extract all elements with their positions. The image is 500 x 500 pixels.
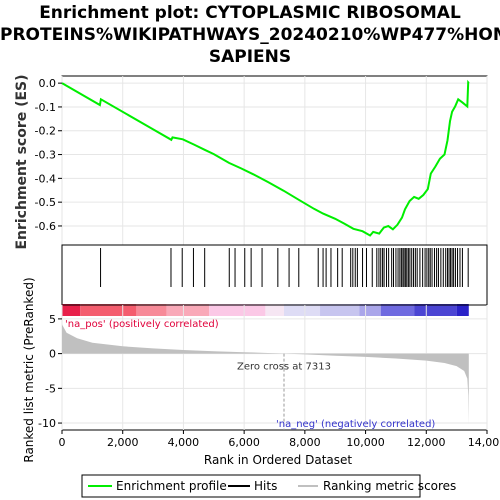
rank-color-segment [359,304,381,316]
rank-color-segment [62,304,81,316]
rank-color-segment [414,304,457,316]
ranking-metric-area [62,324,469,426]
x-tick-label: 2,000 [107,436,139,449]
es-ytick-label: -0.6 [35,220,56,233]
x-tick-label: 0 [59,436,66,449]
es-ytick-label: -0.2 [35,125,56,138]
x-tick-label: 4,000 [168,436,200,449]
rank-color-segment [166,304,210,316]
es-ytick-label: -0.4 [35,172,56,185]
legend: Enrichment profile Hits Ranking metric s… [81,474,456,498]
metric-ytick-label: -5 [45,382,56,395]
legend-label-hits: Hits [254,479,277,493]
legend-label-metric: Ranking metric scores [323,479,456,493]
x-axis-label: Rank in Ordered Dataset [204,453,352,467]
legend-label-profile: Enrichment profile [116,479,227,493]
es-ytick-label: -0.5 [35,196,56,209]
rank-color-segment [80,304,137,316]
es-panel-frame [61,75,488,246]
es-ytick-label: 0.0 [39,77,57,90]
metric-ytick-label: -10 [38,417,56,430]
metric-ytick-label: 5 [49,313,56,326]
metric-ytick-label: 0 [49,348,56,361]
metric-axis-label: Ranked list metric (PreRanked) [22,277,36,462]
rank-color-segment [265,304,285,316]
positive-correlation-label: 'na_pos' (positively correlated) [65,319,219,330]
hits-panel-frame [61,244,488,306]
x-tick-label: 14,000 [468,436,500,449]
es-axis-label: Enrichment score (ES) [14,74,30,249]
enrichment-profile-line [61,79,470,237]
rank-color-segment [320,304,360,316]
rank-color-segment [380,304,415,316]
x-tick-label: 6,000 [228,436,260,449]
x-tick-label: 12,000 [407,436,446,449]
es-ytick-label: -0.1 [35,101,56,114]
rank-color-segment [456,304,469,316]
legend-frame [81,474,421,498]
zero-cross-label: Zero cross at 7313 [237,362,331,373]
x-tick-label: 10,000 [346,436,385,449]
es-ytick-label: -0.3 [35,149,56,162]
rank-color-segment [209,304,266,316]
x-tick-label: 8,000 [289,436,321,449]
rank-color-segment [136,304,167,316]
rank-color-segment [284,304,321,316]
chart-title: Enrichment plot: CYTOPLASMIC RIBOSOMAL P… [0,3,500,67]
negative-correlation-label: 'na_neg' (negatively correlated) [276,419,435,430]
